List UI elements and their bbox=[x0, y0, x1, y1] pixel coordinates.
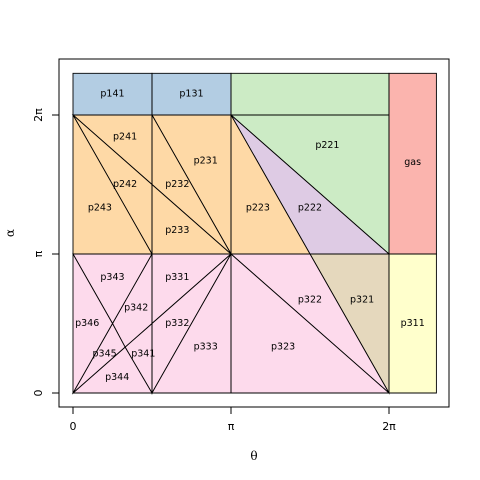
region-label-p242: p242 bbox=[113, 179, 137, 190]
region-label-p331: p331 bbox=[165, 272, 189, 283]
region-label-p346: p346 bbox=[75, 318, 99, 329]
x-axis-ticks: 0 π 2π bbox=[70, 407, 397, 433]
region-label-p311: p311 bbox=[401, 318, 425, 329]
x-tick-label: 2π bbox=[382, 420, 396, 433]
x-tick-label: 0 bbox=[70, 420, 77, 433]
x-tick-label: π bbox=[228, 420, 235, 433]
region-label-p233: p233 bbox=[165, 225, 189, 236]
y-tick-label: π bbox=[32, 250, 45, 257]
y-axis-title: α bbox=[3, 229, 17, 237]
region-label-p341: p341 bbox=[131, 349, 155, 360]
region-label-p323: p323 bbox=[271, 342, 295, 353]
region-label-p343: p343 bbox=[100, 272, 124, 283]
region-label-p333: p333 bbox=[194, 342, 218, 353]
region-label-p241: p241 bbox=[113, 132, 137, 143]
region-label-p141: p141 bbox=[100, 89, 124, 100]
region-label-p222: p222 bbox=[298, 203, 322, 214]
region-label-p321: p321 bbox=[350, 294, 374, 305]
region-label-p221: p221 bbox=[315, 140, 339, 151]
regions-layer bbox=[73, 73, 436, 393]
region-label-p345: p345 bbox=[93, 349, 117, 360]
region-label-p232: p232 bbox=[165, 179, 189, 190]
region-label-p342: p342 bbox=[124, 303, 148, 314]
region-label-gas: gas bbox=[404, 157, 421, 168]
region-label-p243: p243 bbox=[88, 203, 112, 214]
y-tick-label: 2π bbox=[32, 108, 45, 122]
y-axis-ticks: 0 π 2π bbox=[32, 108, 59, 397]
region-label-p322: p322 bbox=[298, 294, 322, 305]
region-label-p223: p223 bbox=[246, 203, 270, 214]
region-label-p231: p231 bbox=[194, 155, 218, 166]
region-label-p344: p344 bbox=[105, 372, 129, 383]
region-label-p332: p332 bbox=[165, 318, 189, 329]
x-axis-title: θ bbox=[250, 449, 257, 463]
y-tick-label: 0 bbox=[32, 390, 45, 397]
region-label-p131: p131 bbox=[179, 89, 203, 100]
